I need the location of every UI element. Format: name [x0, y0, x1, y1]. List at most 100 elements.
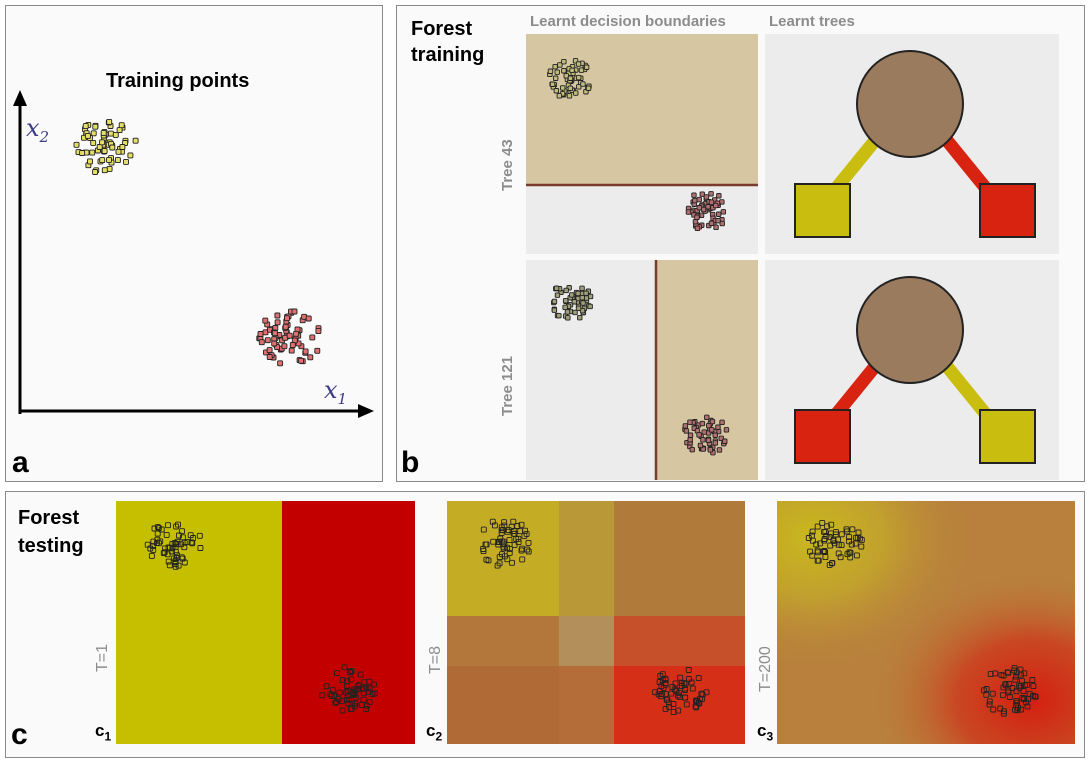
- data-point: [1026, 690, 1033, 697]
- data-point: [699, 191, 705, 197]
- data-point: [689, 446, 695, 453]
- data-point: [580, 81, 586, 87]
- data-point: [676, 693, 683, 700]
- data-point: [289, 342, 296, 348]
- data-point: [1011, 665, 1018, 672]
- data-point: [286, 332, 293, 339]
- data-point: [369, 691, 376, 698]
- data-point: [162, 545, 169, 552]
- data-point: [838, 531, 845, 538]
- data-point: [575, 305, 582, 312]
- data-point: [575, 290, 581, 297]
- data-point: [262, 317, 269, 324]
- data-point: [169, 545, 176, 552]
- data-point: [506, 537, 513, 544]
- data-point: [354, 682, 361, 689]
- y-axis-arrow: [13, 90, 27, 106]
- data-point: [1013, 697, 1020, 704]
- c1-yellow-region: [116, 501, 282, 744]
- panel-c-title: Forest testing: [18, 507, 84, 557]
- data-point: [515, 535, 522, 542]
- data-point: [106, 165, 113, 172]
- data-point: [291, 308, 298, 315]
- data-point: [73, 141, 80, 148]
- data-point: [179, 528, 185, 535]
- tree43-red-points: [685, 191, 727, 232]
- data-point: [556, 93, 563, 99]
- panel-b: Forest training Learnt decision boundari…: [396, 5, 1085, 482]
- data-point: [697, 695, 703, 702]
- tree43-tan-region: [526, 34, 758, 185]
- data-point: [509, 559, 515, 566]
- data-point: [659, 677, 666, 684]
- data-point: [833, 529, 839, 536]
- data-point: [553, 285, 560, 291]
- tree121-leaf-red: [794, 409, 851, 464]
- c3-red-points: [981, 665, 1039, 717]
- tree121-leaf-yellow: [979, 409, 1036, 464]
- data-point: [319, 692, 326, 699]
- data-point: [274, 319, 281, 326]
- data-point: [983, 686, 990, 692]
- data-point: [560, 85, 566, 91]
- data-point: [567, 75, 574, 81]
- data-point: [990, 706, 997, 713]
- data-point: [341, 664, 348, 671]
- data-point: [315, 328, 322, 335]
- data-point: [573, 90, 579, 96]
- data-point: [563, 287, 569, 294]
- tree43-label: Tree 43: [499, 139, 516, 191]
- data-point: [359, 685, 366, 692]
- data-point: [691, 192, 697, 198]
- data-point: [567, 85, 574, 92]
- data-point: [687, 419, 693, 425]
- data-point: [307, 354, 314, 361]
- data-point: [179, 534, 186, 541]
- data-point: [112, 131, 119, 138]
- data-point: [987, 671, 994, 678]
- data-point: [809, 537, 816, 544]
- data-point: [1019, 678, 1025, 685]
- data-point: [824, 523, 831, 530]
- data-point: [89, 149, 96, 156]
- data-point: [258, 339, 265, 346]
- data-point: [848, 541, 855, 548]
- data-point: [677, 674, 684, 681]
- data-point: [675, 707, 682, 714]
- data-point: [692, 703, 699, 710]
- data-point: [699, 420, 706, 427]
- panel-b-title: Forest training: [411, 18, 485, 66]
- data-point: [685, 667, 692, 673]
- data-point: [829, 559, 836, 566]
- data-point: [106, 118, 113, 125]
- data-point: [561, 58, 567, 65]
- data-point: [983, 691, 990, 698]
- data-point: [562, 297, 569, 304]
- data-point: [579, 285, 585, 292]
- t200-label: T=200: [757, 646, 774, 692]
- data-point: [696, 432, 702, 438]
- data-point: [1032, 693, 1039, 700]
- data-point: [575, 61, 582, 67]
- data-point: [148, 552, 155, 559]
- data-point: [519, 556, 526, 563]
- data-point: [683, 428, 690, 434]
- data-point: [662, 705, 669, 712]
- data-point: [82, 123, 89, 130]
- data-point: [482, 541, 489, 548]
- data-point: [696, 205, 703, 211]
- data-point: [264, 337, 271, 344]
- data-point: [480, 548, 487, 555]
- data-point: [169, 540, 176, 547]
- data-point: [1020, 688, 1027, 695]
- data-point: [371, 681, 377, 688]
- data-point: [172, 561, 179, 568]
- data-point: [500, 545, 507, 552]
- data-point: [173, 523, 180, 530]
- data-point: [197, 545, 204, 551]
- data-point: [346, 696, 353, 703]
- data-point: [114, 157, 121, 164]
- data-point: [708, 427, 715, 433]
- data-point: [572, 309, 578, 316]
- data-point: [90, 139, 97, 146]
